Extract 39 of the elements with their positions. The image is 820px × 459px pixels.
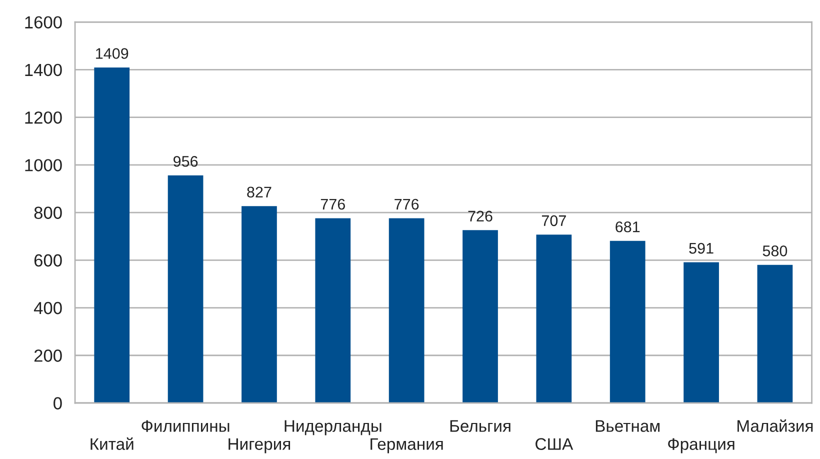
data-label: 776 xyxy=(394,198,419,210)
data-label: 776 xyxy=(320,198,345,210)
y-tick-label: 0 xyxy=(54,397,62,410)
y-tick-label: 1400 xyxy=(25,64,62,76)
x-tick-label: Бельгия xyxy=(450,420,510,432)
x-tick-label: Нигерия xyxy=(228,438,290,454)
x-tick-label: Вьетнам xyxy=(596,420,660,432)
bar xyxy=(168,175,204,403)
y-tick-label: 200 xyxy=(34,350,62,362)
data-label: 707 xyxy=(542,215,566,226)
bar xyxy=(757,264,793,403)
data-label: 681 xyxy=(616,221,640,232)
x-tick-label: США xyxy=(536,438,574,450)
data-label: 726 xyxy=(468,210,492,222)
y-tick-label: 1000 xyxy=(25,159,62,172)
bar xyxy=(94,68,130,403)
data-label: 827 xyxy=(247,186,272,198)
data-label: 956 xyxy=(174,156,198,167)
data-label: 580 xyxy=(762,246,788,256)
bar xyxy=(242,206,277,403)
y-tick-label: 600 xyxy=(34,254,62,267)
y-tick-label: 1600 xyxy=(25,16,62,28)
x-tick-label: Филиппины xyxy=(142,420,230,432)
data-label: 1409 xyxy=(96,48,128,59)
x-tick-label: Франция xyxy=(668,438,734,454)
y-tick-label: 1200 xyxy=(25,111,62,124)
data-label: 591 xyxy=(689,242,714,254)
y-tick-label: 400 xyxy=(34,302,62,314)
bar xyxy=(315,218,351,403)
bar xyxy=(462,230,498,403)
x-tick-label: Китай xyxy=(90,437,134,450)
bar xyxy=(388,218,424,403)
x-tick-label: Германия xyxy=(370,438,443,454)
y-tick-label: 800 xyxy=(34,206,62,219)
bar xyxy=(536,234,572,403)
x-tick-label: Малайзия xyxy=(738,419,813,432)
x-tick-label: Нидерланды xyxy=(284,420,382,436)
bar xyxy=(684,262,719,403)
bar xyxy=(610,240,646,403)
